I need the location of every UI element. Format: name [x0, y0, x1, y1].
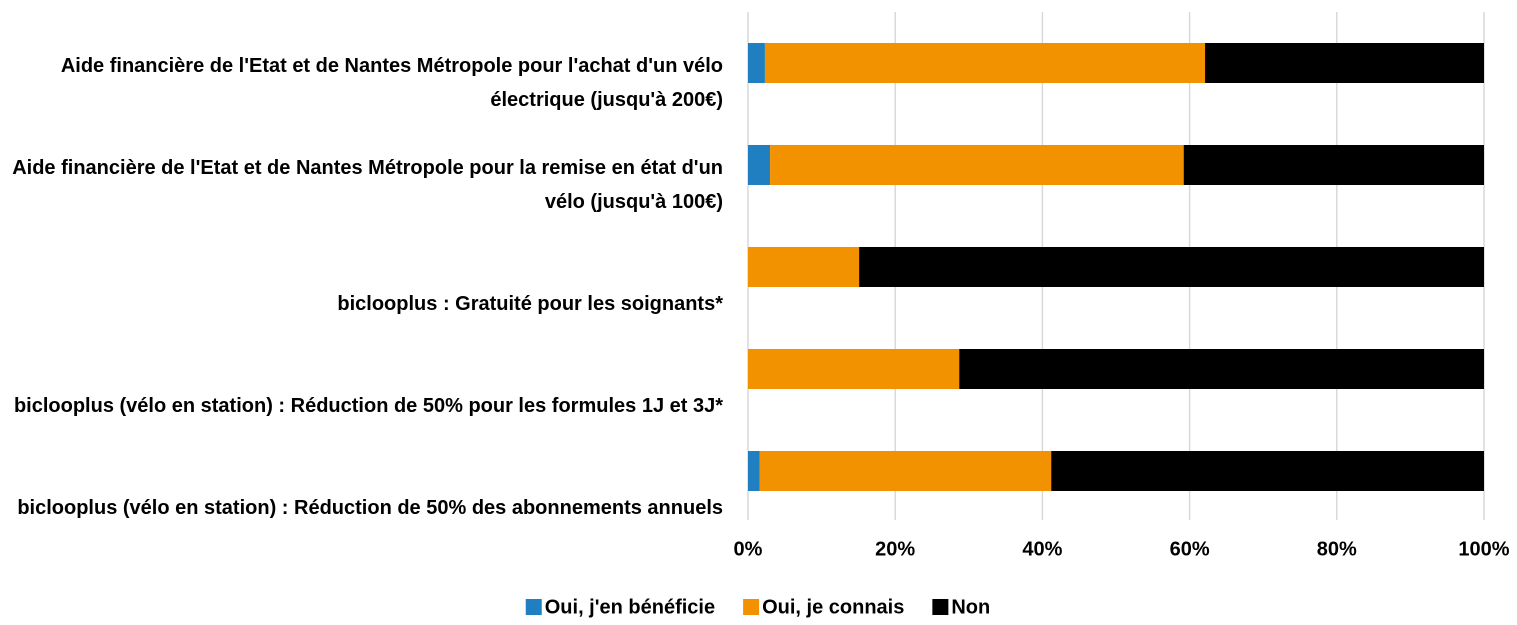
x-tick-label: 20%	[875, 538, 915, 560]
category-label: Aide financière de l'Etat et de Nantes M…	[60, 55, 723, 111]
bar-segment	[764, 43, 1206, 83]
legend-label: Oui, j'en bénéficie	[545, 596, 715, 618]
bar-segment	[770, 145, 1184, 185]
bar-segment	[1183, 145, 1484, 185]
bar-segment	[1205, 43, 1484, 83]
legend-swatch	[743, 599, 760, 615]
bar-segment	[748, 349, 960, 389]
x-tick-label: 60%	[1170, 538, 1210, 560]
legend-label: Non	[951, 596, 990, 618]
bar-segment	[759, 451, 1052, 491]
bar-segment	[1051, 451, 1484, 491]
bar-segment	[748, 451, 760, 491]
category-label: biclooplus : Gratuité pour les soignants…	[337, 293, 723, 315]
bar-segment	[959, 349, 1484, 389]
bar-segment	[748, 145, 771, 185]
legend-swatch	[525, 599, 542, 615]
bar-segment	[748, 247, 860, 287]
x-tick-label: 80%	[1317, 538, 1357, 560]
category-label: Aide financière de l'Etat et de Nantes M…	[12, 157, 723, 213]
x-tick-label: 40%	[1022, 538, 1062, 560]
category-label: biclooplus (vélo en station) : Réduction…	[13, 395, 723, 417]
x-tick-label: 0%	[734, 538, 763, 560]
legend-label: Oui, je connais	[762, 596, 904, 618]
category-label: biclooplus (vélo en station) : Réduction…	[17, 497, 723, 519]
x-tick-label: 100%	[1458, 538, 1509, 560]
bar-segment	[859, 247, 1484, 287]
bar-segment	[748, 43, 765, 83]
legend-swatch	[932, 599, 949, 615]
